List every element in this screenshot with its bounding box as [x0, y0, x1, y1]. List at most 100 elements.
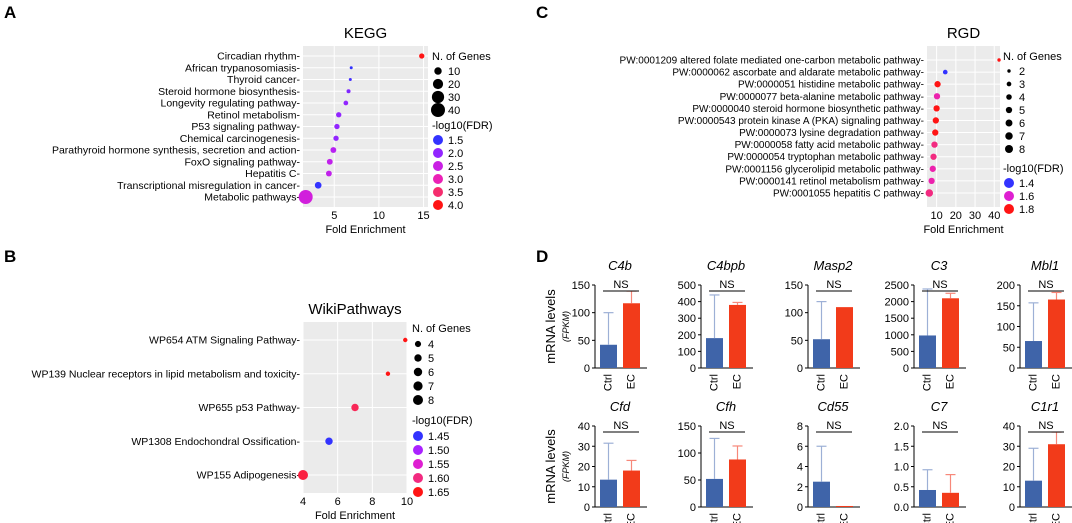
enrichment-dot — [298, 470, 308, 480]
bar — [623, 303, 640, 368]
category-label: Thyroid cancer- — [227, 74, 300, 86]
significance-label: NS — [719, 420, 734, 432]
bar-subplot-c1r1: C1r1 0 10 20 30 40 Ctrl EC NS — [1003, 399, 1072, 523]
enrichment-dot — [334, 123, 340, 130]
bar-subplot-cfd: Cfd 0 10 20 30 40 Ctrl EC NS — [578, 399, 647, 523]
size-legend-label: 20 — [448, 79, 460, 91]
category-label: P53 signaling pathway- — [191, 121, 300, 133]
bar — [623, 470, 640, 507]
y-tick-label: 40 — [1003, 421, 1015, 433]
category-label: PW:0000543 protein kinase A (PKA) signal… — [678, 116, 924, 127]
mrna-bar-charts: mRNA levels (FPKM)mRNA levels (FPKM)C4b050… — [543, 258, 1072, 523]
size-legend-label: 7 — [428, 381, 434, 393]
x-category-label: EC — [732, 513, 744, 523]
size-legend-dot — [1005, 119, 1013, 127]
y-tick-label: 300 — [678, 313, 696, 325]
category-label: FoxO signaling pathway- — [184, 156, 300, 168]
panel-letter-c: C — [536, 3, 548, 22]
y-tick-label: 0 — [797, 502, 803, 514]
x-tick-label: 30 — [969, 210, 981, 222]
color-legend-label: 3.0 — [448, 174, 463, 186]
color-legend-label: 1.50 — [428, 445, 449, 457]
x-category-label: Ctrl — [709, 513, 721, 523]
color-legend-label: 4.0 — [448, 200, 463, 212]
enrichment-dot — [346, 89, 351, 94]
size-legend-dot — [1005, 132, 1013, 140]
x-tick-label: 4 — [300, 496, 306, 508]
y-tick-label: 0 — [1009, 363, 1015, 375]
category-label: PW:0000054 tryptophan metabolic pathway- — [727, 152, 924, 163]
color-legend-dot — [413, 445, 423, 455]
y-tick-label: 20 — [1003, 462, 1015, 474]
y-tick-label: 8 — [797, 421, 803, 433]
enrichment-dot — [298, 190, 313, 204]
x-axis-label: Fold Enrichment — [325, 224, 405, 236]
y-tick-label: 0 — [903, 363, 909, 375]
x-category-label: EC — [1051, 374, 1063, 389]
color-legend-title: -log10(FDR) — [432, 120, 493, 132]
color-legend-dot — [433, 187, 443, 197]
x-category-label: EC — [945, 374, 957, 389]
wikipathways-dot-plot: WikiPathways WP654 ATM Signaling Pathway-… — [32, 301, 473, 522]
y-tick-label: 0 — [690, 502, 696, 514]
size-legend-label: 8 — [1019, 144, 1025, 156]
category-label: PW:0001156 glycerolipid metabolic pathwa… — [725, 164, 924, 175]
gene-title: Cd55 — [817, 399, 849, 414]
size-legend-dot — [1006, 81, 1012, 87]
y-tick-label: 2 — [797, 482, 803, 494]
size-legend-dot — [434, 67, 442, 75]
bar — [836, 307, 853, 368]
color-legend-label: 1.4 — [1019, 178, 1034, 190]
enrichment-dot — [928, 177, 935, 185]
color-legend-label: 1.6 — [1019, 191, 1034, 203]
significance-label: NS — [613, 420, 628, 432]
bar — [600, 479, 617, 507]
enrichment-dot — [942, 69, 948, 75]
color-legend-dot — [413, 459, 423, 469]
x-tick-label: 6 — [335, 496, 341, 508]
enrichment-dot — [930, 153, 937, 160]
chart-title: WikiPathways — [308, 301, 401, 318]
y-tick-label: 150 — [572, 280, 590, 292]
size-legend-label: 10 — [448, 66, 460, 78]
x-category-label: Ctrl — [1028, 513, 1040, 523]
enrichment-dot — [385, 371, 391, 376]
x-category-label: Ctrl — [816, 513, 828, 523]
enrichment-dot — [932, 129, 939, 136]
y-tick-label: 200 — [997, 280, 1015, 292]
y-axis-unit: (FPKM) — [561, 311, 571, 342]
significance-label: NS — [1038, 420, 1053, 432]
x-tick-label: 8 — [369, 496, 375, 508]
x-tick-label: 10 — [930, 210, 942, 222]
y-tick-label: 2000 — [885, 297, 909, 309]
x-category-label: Ctrl — [922, 374, 934, 391]
y-tick-label: 0.0 — [894, 502, 909, 514]
gene-title: C4bpb — [707, 258, 745, 273]
bar — [706, 338, 723, 368]
enrichment-dot — [419, 53, 425, 59]
size-legend-dot — [413, 367, 423, 377]
color-legend-dot — [1004, 191, 1014, 201]
color-legend-label: 1.60 — [428, 473, 449, 485]
panel-label-b: B — [4, 247, 16, 266]
enrichment-dot — [336, 112, 342, 118]
size-legend-dot — [431, 103, 445, 117]
enrichment-dot — [314, 181, 322, 189]
category-label: Transcriptional misregulation in cancer- — [117, 180, 300, 192]
panel-label-d: D — [536, 247, 548, 266]
enrichment-dot — [333, 135, 339, 141]
x-category-label: EC — [732, 374, 744, 389]
chart-title: RGD — [947, 25, 981, 42]
color-legend-dot — [413, 487, 423, 497]
color-legend-label: 2.5 — [448, 161, 463, 173]
y-tick-label: 2.0 — [894, 421, 909, 433]
category-label: WP655 p53 Pathway- — [198, 402, 300, 414]
bar — [919, 335, 936, 368]
x-category-label: EC — [1051, 513, 1063, 523]
color-legend-dot — [413, 473, 423, 483]
enrichment-dot — [931, 141, 938, 148]
y-tick-label: 100 — [678, 448, 696, 460]
y-tick-label: 150 — [678, 421, 696, 433]
significance-label: NS — [613, 279, 628, 291]
y-tick-label: 0 — [690, 363, 696, 375]
